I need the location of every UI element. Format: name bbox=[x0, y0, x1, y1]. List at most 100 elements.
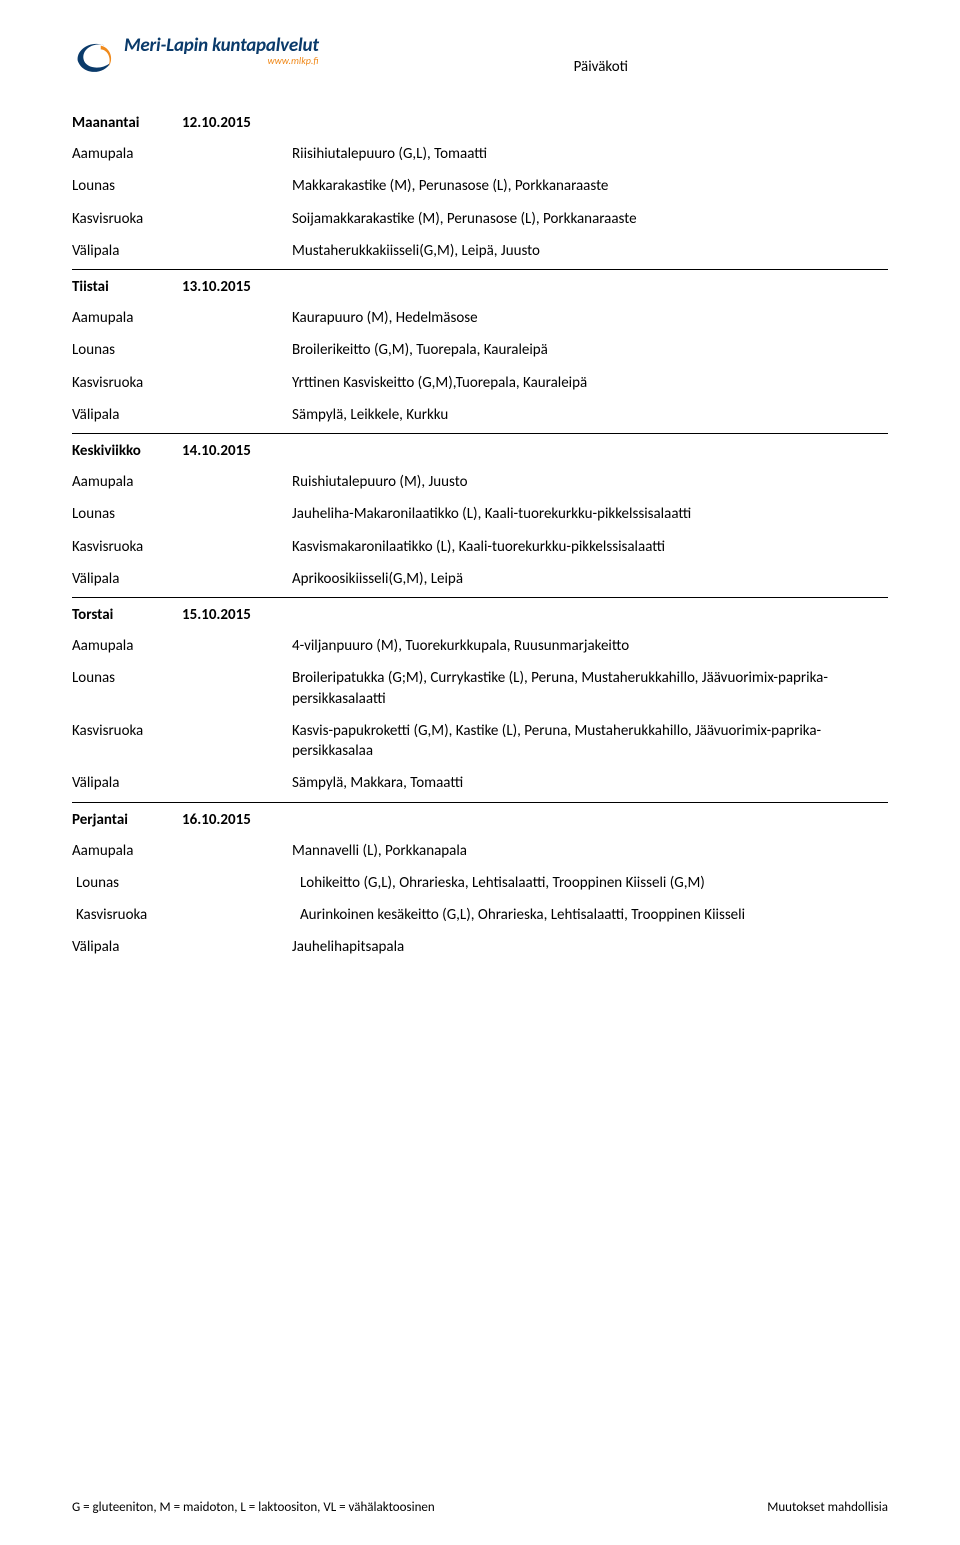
meal-value: Riisihiutalepuuro (G,L), Tomaatti bbox=[292, 144, 888, 164]
day-header: Keskiviikko14.10.2015 bbox=[72, 436, 888, 466]
menu-row: Kasvisruoka Yrttinen Kasviskeitto (G,M),T… bbox=[72, 367, 888, 399]
menu-row: Välipala Mustaherukkakiisseli(G,M), Leipä… bbox=[72, 235, 888, 267]
day-block: Maanantai12.10.2015AamupalaRiisihiutalep… bbox=[72, 108, 888, 267]
day-date: 12.10.2015 bbox=[182, 114, 251, 132]
day-date: 14.10.2015 bbox=[182, 442, 251, 460]
meal-label: Kasvisruoka bbox=[72, 537, 182, 557]
row-spacer bbox=[182, 537, 292, 557]
row-spacer bbox=[182, 721, 292, 762]
day-date: 15.10.2015 bbox=[182, 606, 251, 624]
meal-value: Makkarakastike (M), Perunasose (L), Pork… bbox=[292, 176, 888, 196]
meal-label: Välipala bbox=[72, 773, 182, 793]
brand-name: Meri-Lapin kuntapalvelut bbox=[124, 36, 319, 55]
meal-label: Aamupala bbox=[72, 636, 182, 656]
row-spacer bbox=[182, 668, 292, 709]
day-name: Perjantai bbox=[72, 811, 182, 829]
meal-value: Aurinkoinen kesäkeitto (G,L), Ohrarieska… bbox=[296, 905, 888, 925]
row-spacer bbox=[182, 405, 292, 425]
day-header: Tiistai13.10.2015 bbox=[72, 272, 888, 302]
row-spacer bbox=[182, 773, 292, 793]
menu-row: Aamupala Mannavelli (L), Porkkanapala bbox=[72, 835, 888, 867]
row-spacer bbox=[182, 176, 292, 196]
menu-row: LounasJauheliha-Makaronilaatikko (L), Ka… bbox=[72, 498, 888, 530]
meal-label: Kasvisruoka bbox=[72, 373, 182, 393]
day-header: Torstai15.10.2015 bbox=[72, 600, 888, 630]
meal-value: Soijamakkarakastike (M), Perunasose (L),… bbox=[292, 209, 888, 229]
menu-row: VälipalaSämpylä, Makkara, Tomaatti bbox=[72, 767, 888, 799]
row-spacer bbox=[186, 905, 296, 925]
menu-row: KasvisruokaSoijamakkarakastike (M), Peru… bbox=[72, 203, 888, 235]
menu-row: LounasBroileripatukka (G;M), Currykastik… bbox=[72, 662, 888, 715]
menu-row: Lounas Lohikeitto (G,L), Ohrarieska, Leht… bbox=[72, 867, 888, 899]
meal-value: Mustaherukkakiisseli(G,M), Leipä, Juusto bbox=[292, 241, 888, 261]
meal-value: Jauhelihapitsapala bbox=[292, 937, 888, 957]
meal-value: Lohikeitto (G,L), Ohrarieska, Lehtisalaa… bbox=[296, 873, 888, 893]
day-date: 13.10.2015 bbox=[182, 278, 251, 296]
day-separator bbox=[72, 269, 888, 270]
day-date: 16.10.2015 bbox=[182, 811, 251, 829]
page-header: Meri-Lapin kuntapalvelut www.mlkp.fi Päi… bbox=[72, 36, 888, 82]
day-header: Maanantai12.10.2015 bbox=[72, 108, 888, 138]
day-block: Perjantai16.10.2015AamupalaMannavelli (L… bbox=[72, 805, 888, 964]
menu-row: Kasvisruoka Aurinkoinen kesäkeitto (G,L),… bbox=[72, 899, 888, 931]
brand-logo: Meri-Lapin kuntapalvelut www.mlkp.fi bbox=[72, 36, 319, 82]
meal-label: Kasvisruoka bbox=[72, 721, 182, 762]
meal-label: Lounas bbox=[72, 340, 182, 360]
meal-label: Välipala bbox=[72, 241, 182, 261]
day-name: Keskiviikko bbox=[72, 442, 182, 460]
footer-legend: G = gluteeniton, M = maidoton, L = lakto… bbox=[72, 1500, 435, 1515]
meal-value: Mannavelli (L), Porkkanapala bbox=[292, 841, 888, 861]
day-block: Torstai15.10.2015Aamupala4-viljanpuuro (… bbox=[72, 600, 888, 800]
menu-row: AamupalaRuishiutalepuuro (M), Juusto bbox=[72, 466, 888, 498]
document-title: Päiväkoti bbox=[574, 58, 628, 76]
footer-note: Muutokset mahdollisia bbox=[767, 1500, 888, 1515]
row-spacer bbox=[182, 144, 292, 164]
meal-label: Aamupala bbox=[72, 472, 182, 492]
meal-label: Lounas bbox=[72, 873, 186, 893]
row-spacer bbox=[182, 569, 292, 589]
row-spacer bbox=[182, 340, 292, 360]
brand-url: www.mlkp.fi bbox=[267, 56, 318, 66]
meal-label: Aamupala bbox=[72, 144, 182, 164]
row-spacer bbox=[182, 504, 292, 524]
meal-value: Sämpylä, Leikkele, Kurkku bbox=[292, 405, 888, 425]
day-header: Perjantai16.10.2015 bbox=[72, 805, 888, 835]
menu-row: AamupalaKaurapuuro (M), Hedelmäsose bbox=[72, 302, 888, 334]
meal-label: Aamupala bbox=[72, 308, 182, 328]
meal-value: Kasvismakaronilaatikko (L), Kaali-tuorek… bbox=[292, 537, 888, 557]
row-spacer bbox=[182, 841, 292, 861]
row-spacer bbox=[182, 472, 292, 492]
row-spacer bbox=[182, 241, 292, 261]
menu-row: Välipala Sämpylä, Leikkele, Kurkku bbox=[72, 399, 888, 431]
menu-row: Lounas Broilerikeitto (G,M), Tuorepala, K… bbox=[72, 334, 888, 366]
menu-row: Välipala Jauhelihapitsapala bbox=[72, 931, 888, 963]
page-footer: G = gluteeniton, M = maidoton, L = lakto… bbox=[72, 1500, 888, 1515]
meal-label: Lounas bbox=[72, 504, 182, 524]
meal-label: Välipala bbox=[72, 937, 182, 957]
day-separator bbox=[72, 802, 888, 803]
meal-value: 4-viljanpuuro (M), Tuorekurkkupala, Ruus… bbox=[292, 636, 888, 656]
meal-label: Välipala bbox=[72, 405, 182, 425]
day-name: Torstai bbox=[72, 606, 182, 624]
meal-label: Lounas bbox=[72, 176, 182, 196]
meal-value: Broilerikeitto (G,M), Tuorepala, Kaurale… bbox=[292, 340, 888, 360]
row-spacer bbox=[182, 373, 292, 393]
menu-row: Aamupala Riisihiutalepuuro (G,L), Tomaatt… bbox=[72, 138, 888, 170]
day-separator bbox=[72, 597, 888, 598]
row-spacer bbox=[182, 308, 292, 328]
meal-label: Välipala bbox=[72, 569, 182, 589]
day-separator bbox=[72, 433, 888, 434]
row-spacer bbox=[182, 636, 292, 656]
day-block: Keskiviikko14.10.2015AamupalaRuishiutale… bbox=[72, 436, 888, 595]
row-spacer bbox=[186, 873, 296, 893]
swoosh-icon bbox=[72, 36, 118, 82]
row-spacer bbox=[182, 937, 292, 957]
brand-text-block: Meri-Lapin kuntapalvelut www.mlkp.fi bbox=[124, 36, 319, 66]
meal-value: Yrttinen Kasviskeitto (G,M),Tuorepala, K… bbox=[292, 373, 888, 393]
day-name: Maanantai bbox=[72, 114, 182, 132]
menu-row: VälipalaAprikoosikiisseli(G,M), Leipä bbox=[72, 563, 888, 595]
meal-label: Aamupala bbox=[72, 841, 182, 861]
menu-row: KasvisruokaKasvis-papukroketti (G,M), Ka… bbox=[72, 715, 888, 768]
menu-row: Aamupala 4-viljanpuuro (M), Tuorekurkkupa… bbox=[72, 630, 888, 662]
meal-label: Kasvisruoka bbox=[72, 905, 186, 925]
